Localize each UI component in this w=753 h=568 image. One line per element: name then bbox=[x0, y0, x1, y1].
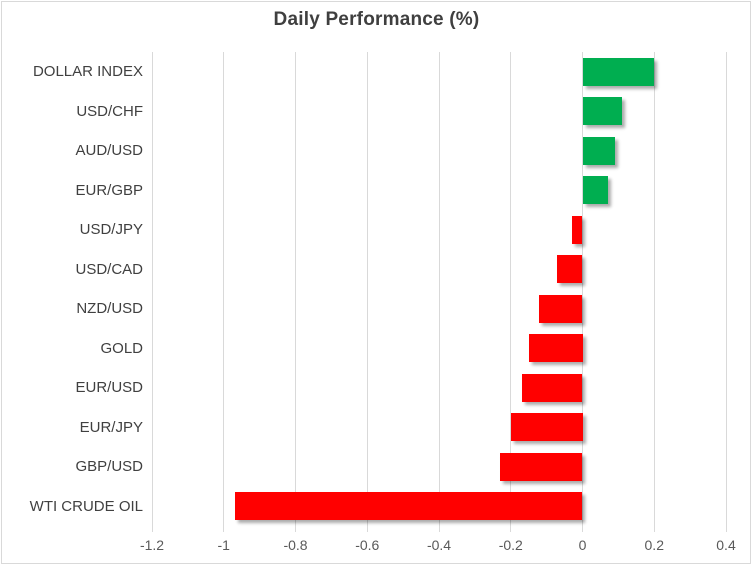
x-tick-label: -1 bbox=[217, 537, 230, 553]
bar-gbp-usd bbox=[499, 452, 583, 481]
x-tick-mark bbox=[366, 526, 368, 532]
category-label: USD/CAD bbox=[75, 260, 143, 278]
x-tick-label: -0.6 bbox=[355, 537, 380, 553]
bar-usd-chf bbox=[582, 97, 622, 126]
bar-wti-crude-oil bbox=[234, 492, 583, 521]
bar-eur-jpy bbox=[510, 413, 583, 442]
gridline bbox=[438, 52, 440, 526]
category-label: GOLD bbox=[100, 339, 143, 357]
x-tick-mark bbox=[653, 526, 655, 532]
category-label: USD/CHF bbox=[76, 102, 143, 120]
category-label: GBP/USD bbox=[75, 458, 143, 476]
bar-dollar-index bbox=[582, 57, 655, 86]
x-tick-label: -0.8 bbox=[283, 537, 308, 553]
x-tick-mark bbox=[223, 526, 225, 532]
x-tick-label: 0.4 bbox=[716, 537, 736, 553]
x-tick-mark bbox=[510, 526, 512, 532]
chart-title: Daily Performance (%) bbox=[273, 9, 480, 30]
x-tick-mark bbox=[725, 526, 727, 532]
category-label: AUD/USD bbox=[75, 142, 143, 160]
bar-gold bbox=[528, 334, 583, 363]
gridline bbox=[510, 52, 512, 526]
bar-eur-gbp bbox=[582, 176, 608, 205]
gridline bbox=[223, 52, 225, 526]
gridline bbox=[582, 52, 583, 526]
x-tick-mark bbox=[151, 526, 153, 532]
x-tick-mark bbox=[582, 526, 583, 532]
x-tick-label: -0.4 bbox=[426, 537, 452, 553]
bar-eur-usd bbox=[521, 373, 583, 402]
x-tick-label: -0.2 bbox=[498, 537, 523, 553]
gridline bbox=[725, 52, 727, 526]
category-label: NZD/USD bbox=[76, 300, 143, 318]
x-tick-label: -1.2 bbox=[139, 537, 165, 553]
plot-area bbox=[151, 52, 727, 526]
gridline bbox=[151, 52, 153, 526]
bar-usd-cad bbox=[557, 255, 583, 284]
x-tick-label: 0 bbox=[578, 537, 587, 553]
category-label: DOLLAR INDEX bbox=[32, 63, 143, 81]
bar-nzd-usd bbox=[539, 294, 583, 323]
category-label: WTI CRUDE OIL bbox=[29, 497, 143, 515]
bar-usd-jpy bbox=[571, 215, 583, 244]
x-tick-mark bbox=[295, 526, 296, 532]
category-label: EUR/USD bbox=[75, 379, 143, 397]
x-tick-mark bbox=[438, 526, 440, 532]
x-tick-label: 0.2 bbox=[644, 537, 664, 553]
gridline bbox=[366, 52, 368, 526]
category-label: EUR/GBP bbox=[75, 181, 143, 199]
bar-aud-usd bbox=[582, 136, 615, 165]
gridline bbox=[295, 52, 296, 526]
category-label: USD/JPY bbox=[79, 221, 143, 239]
category-label: EUR/JPY bbox=[79, 418, 143, 436]
gridline bbox=[653, 52, 655, 526]
